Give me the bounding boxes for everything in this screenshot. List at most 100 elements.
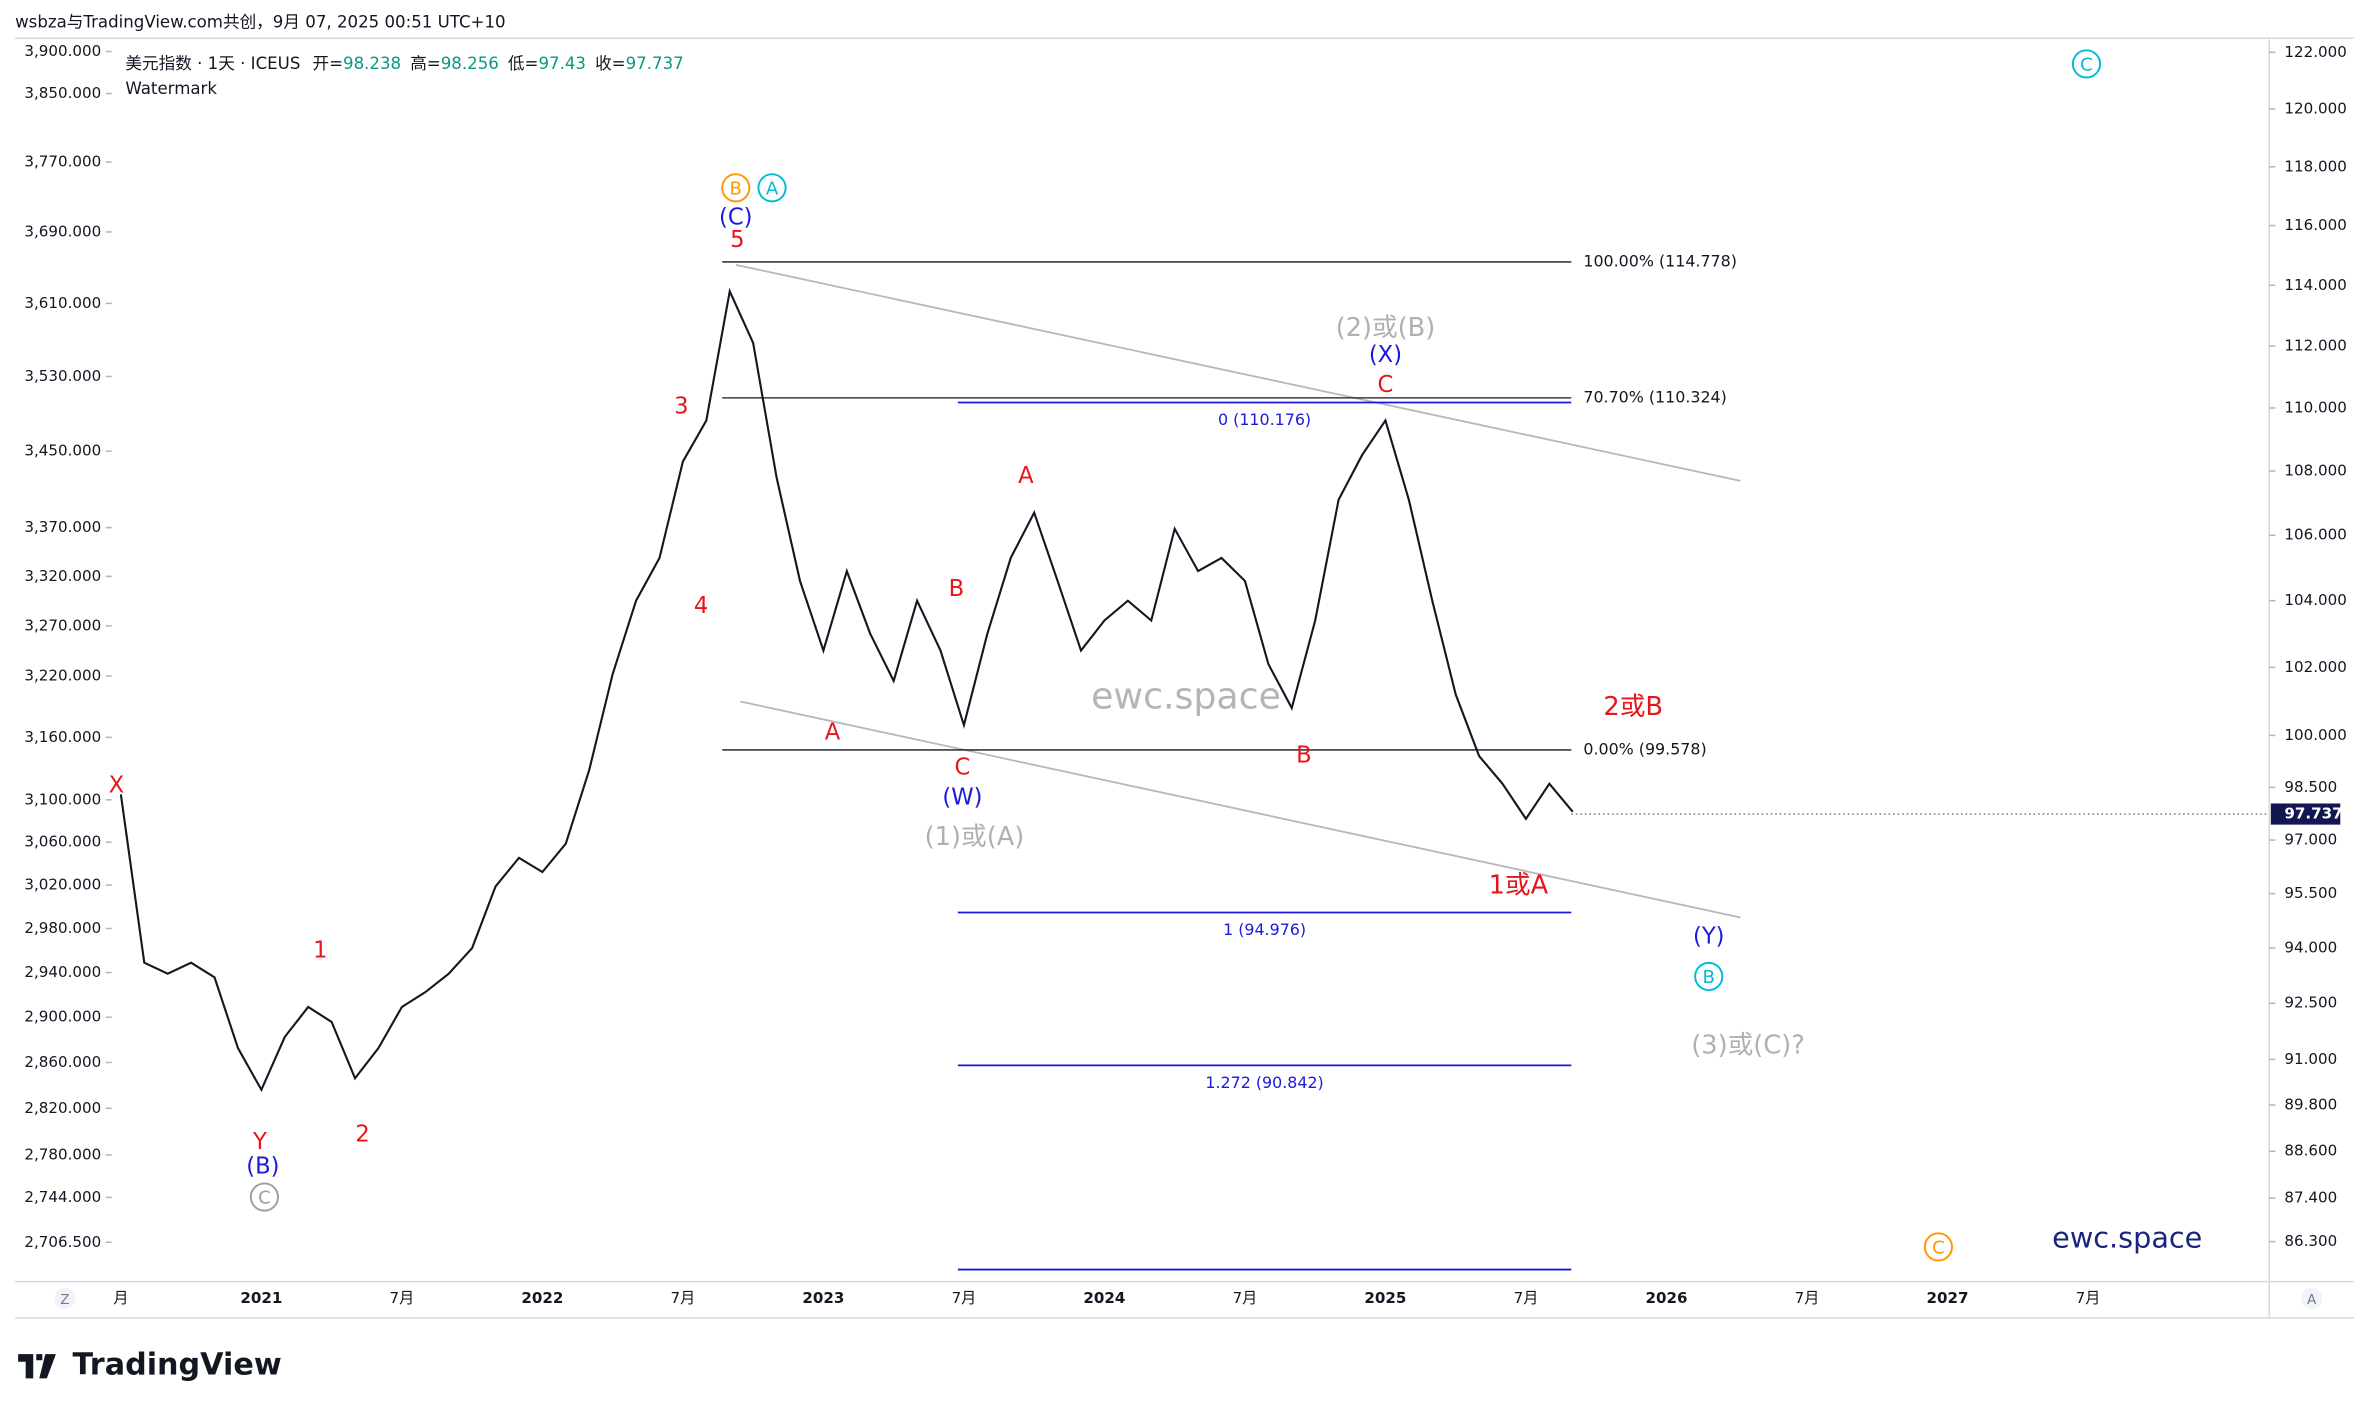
y2-tick-label: 3,020.000 — [24, 876, 101, 894]
channel-line — [735, 263, 1741, 482]
y-tick-label: 97.000 — [2284, 831, 2337, 849]
fib-label: 1 (94.976) — [1223, 920, 1306, 939]
y2-tick-label: 3,850.000 — [24, 84, 101, 102]
y-tick-label: 116.000 — [2284, 216, 2346, 234]
wave-label: 1 — [313, 937, 327, 963]
y-tick-label: 95.500 — [2284, 884, 2337, 902]
wave-label: (X) — [1369, 342, 1402, 368]
ohlc-label: 收= — [595, 53, 626, 72]
wave-label: (3)或(C)? — [1691, 1030, 1805, 1060]
y-tick-label: 87.400 — [2284, 1189, 2337, 1207]
ohlc-label: 高= — [410, 53, 441, 72]
y2-tick-label: 3,320.000 — [24, 567, 101, 585]
wave-label: C — [1378, 372, 1394, 398]
wave-label: C — [1932, 1237, 1945, 1258]
wave-label: 2 — [355, 1122, 369, 1148]
x-tick-label: 7月 — [1233, 1289, 1258, 1307]
y2-tick-label: 2,940.000 — [24, 963, 101, 981]
button-bg — [2301, 1287, 2323, 1309]
y2-tick-label: 3,270.000 — [24, 616, 101, 634]
wave-label: 2或B — [1603, 692, 1663, 722]
y2-tick-label: 2,980.000 — [24, 919, 101, 937]
x-tick-label: 7月 — [671, 1289, 696, 1307]
y-tick-label: 100.000 — [2284, 726, 2346, 744]
wave-circle — [757, 173, 787, 203]
y2-tick-label: 3,610.000 — [24, 294, 101, 312]
y2-tick-label: 2,706.500 — [24, 1233, 101, 1251]
wave-circle — [721, 173, 751, 203]
ohlc-label: 低= — [508, 53, 539, 72]
fib-label: 1.272 (90.842) — [1205, 1073, 1323, 1092]
wave-label: (W) — [942, 785, 982, 811]
fib-label: 0 (110.176) — [1218, 410, 1311, 429]
y2-tick-label: 3,100.000 — [24, 790, 101, 808]
x-tick-label: 7月 — [1795, 1289, 1820, 1307]
ohlc-label: 开= — [312, 53, 343, 72]
button-label: A — [2307, 1292, 2317, 1308]
fib-label: 0.00% (99.578) — [1583, 739, 1706, 758]
wave-circle — [2071, 49, 2102, 79]
x-tick-label: 2023 — [802, 1289, 844, 1307]
wave-label: 5 — [730, 227, 744, 253]
y-tick-label: 86.300 — [2284, 1232, 2337, 1250]
scale-button[interactable]: A — [2301, 1287, 2323, 1309]
x-tick-label: 2026 — [1645, 1289, 1687, 1307]
wave-label: (Y) — [1693, 924, 1725, 950]
last-price-tag — [2270, 803, 2341, 825]
wave-label: A — [825, 720, 841, 746]
y2-tick-label: 3,450.000 — [24, 442, 101, 460]
y2-tick-label: 2,780.000 — [24, 1145, 101, 1163]
wave-label: (C) — [719, 205, 753, 231]
y-tick-label: 102.000 — [2284, 658, 2346, 676]
wave-label: 3 — [674, 393, 688, 419]
y-tick-label: 108.000 — [2284, 462, 2346, 480]
logo[interactable]: TradingView — [18, 1348, 282, 1383]
x-tick-label: 2025 — [1364, 1289, 1406, 1307]
y2-tick-label: 3,900.000 — [24, 42, 101, 60]
wave-circle — [249, 1182, 279, 1212]
scale-button[interactable]: Z — [54, 1287, 76, 1309]
logo-text: TradingView — [73, 1348, 282, 1383]
wave-circle — [1923, 1232, 1953, 1262]
x-tick-label: 月 — [113, 1289, 128, 1307]
y2-tick-label: 2,744.000 — [24, 1188, 101, 1206]
x-tick-label: 7月 — [952, 1289, 977, 1307]
channel-line — [740, 700, 1741, 919]
y-tick-label: 106.000 — [2284, 526, 2346, 544]
y-tick-label: 104.000 — [2284, 591, 2346, 609]
wave-label: C — [258, 1188, 271, 1209]
y2-tick-label: 3,060.000 — [24, 833, 101, 851]
ohlc-value: 98.256 — [441, 53, 499, 72]
wave-label: B — [730, 178, 742, 199]
y-tick-label: 112.000 — [2284, 337, 2346, 355]
wave-label: 1或A — [1489, 870, 1549, 900]
symbol-legend: 美元指数 · 1天 · ICEUS 开=98.238 高=98.256 低=97.43… — [125, 53, 683, 72]
y2-tick-label: 2,820.000 — [24, 1099, 101, 1117]
wave-label: C — [2080, 54, 2093, 75]
ohlc-value: 97.737 — [626, 53, 684, 72]
wave-label: (B) — [246, 1153, 279, 1179]
y-tick-label: 94.000 — [2284, 938, 2337, 956]
fib-label: 70.70% (110.324) — [1583, 387, 1726, 406]
wave-label: B — [1703, 967, 1715, 988]
wave-label: X — [109, 773, 125, 799]
x-tick-label: 7月 — [2076, 1289, 2101, 1307]
y2-tick-label: 3,370.000 — [24, 518, 101, 536]
author-line: wsbza与TradingView.com共创，9月 07, 2025 00:5… — [15, 13, 506, 32]
x-tick-label: 2024 — [1083, 1289, 1125, 1307]
watermark: ewc.space — [1091, 674, 1281, 717]
price-line — [119, 287, 1574, 1093]
ohlc-value: 98.238 — [343, 53, 401, 72]
watermark-legend: Watermark — [125, 79, 217, 98]
wave-label: (2)或(B) — [1336, 313, 1436, 343]
y2-tick-label: 3,160.000 — [24, 728, 101, 746]
logo-mark — [18, 1354, 56, 1379]
x-tick-label: 2022 — [521, 1289, 563, 1307]
y2-tick-label: 2,900.000 — [24, 1008, 101, 1026]
x-tick-label: 2021 — [240, 1289, 282, 1307]
y-tick-label: 89.800 — [2284, 1096, 2337, 1114]
x-tick-label: 7月 — [1514, 1289, 1539, 1307]
